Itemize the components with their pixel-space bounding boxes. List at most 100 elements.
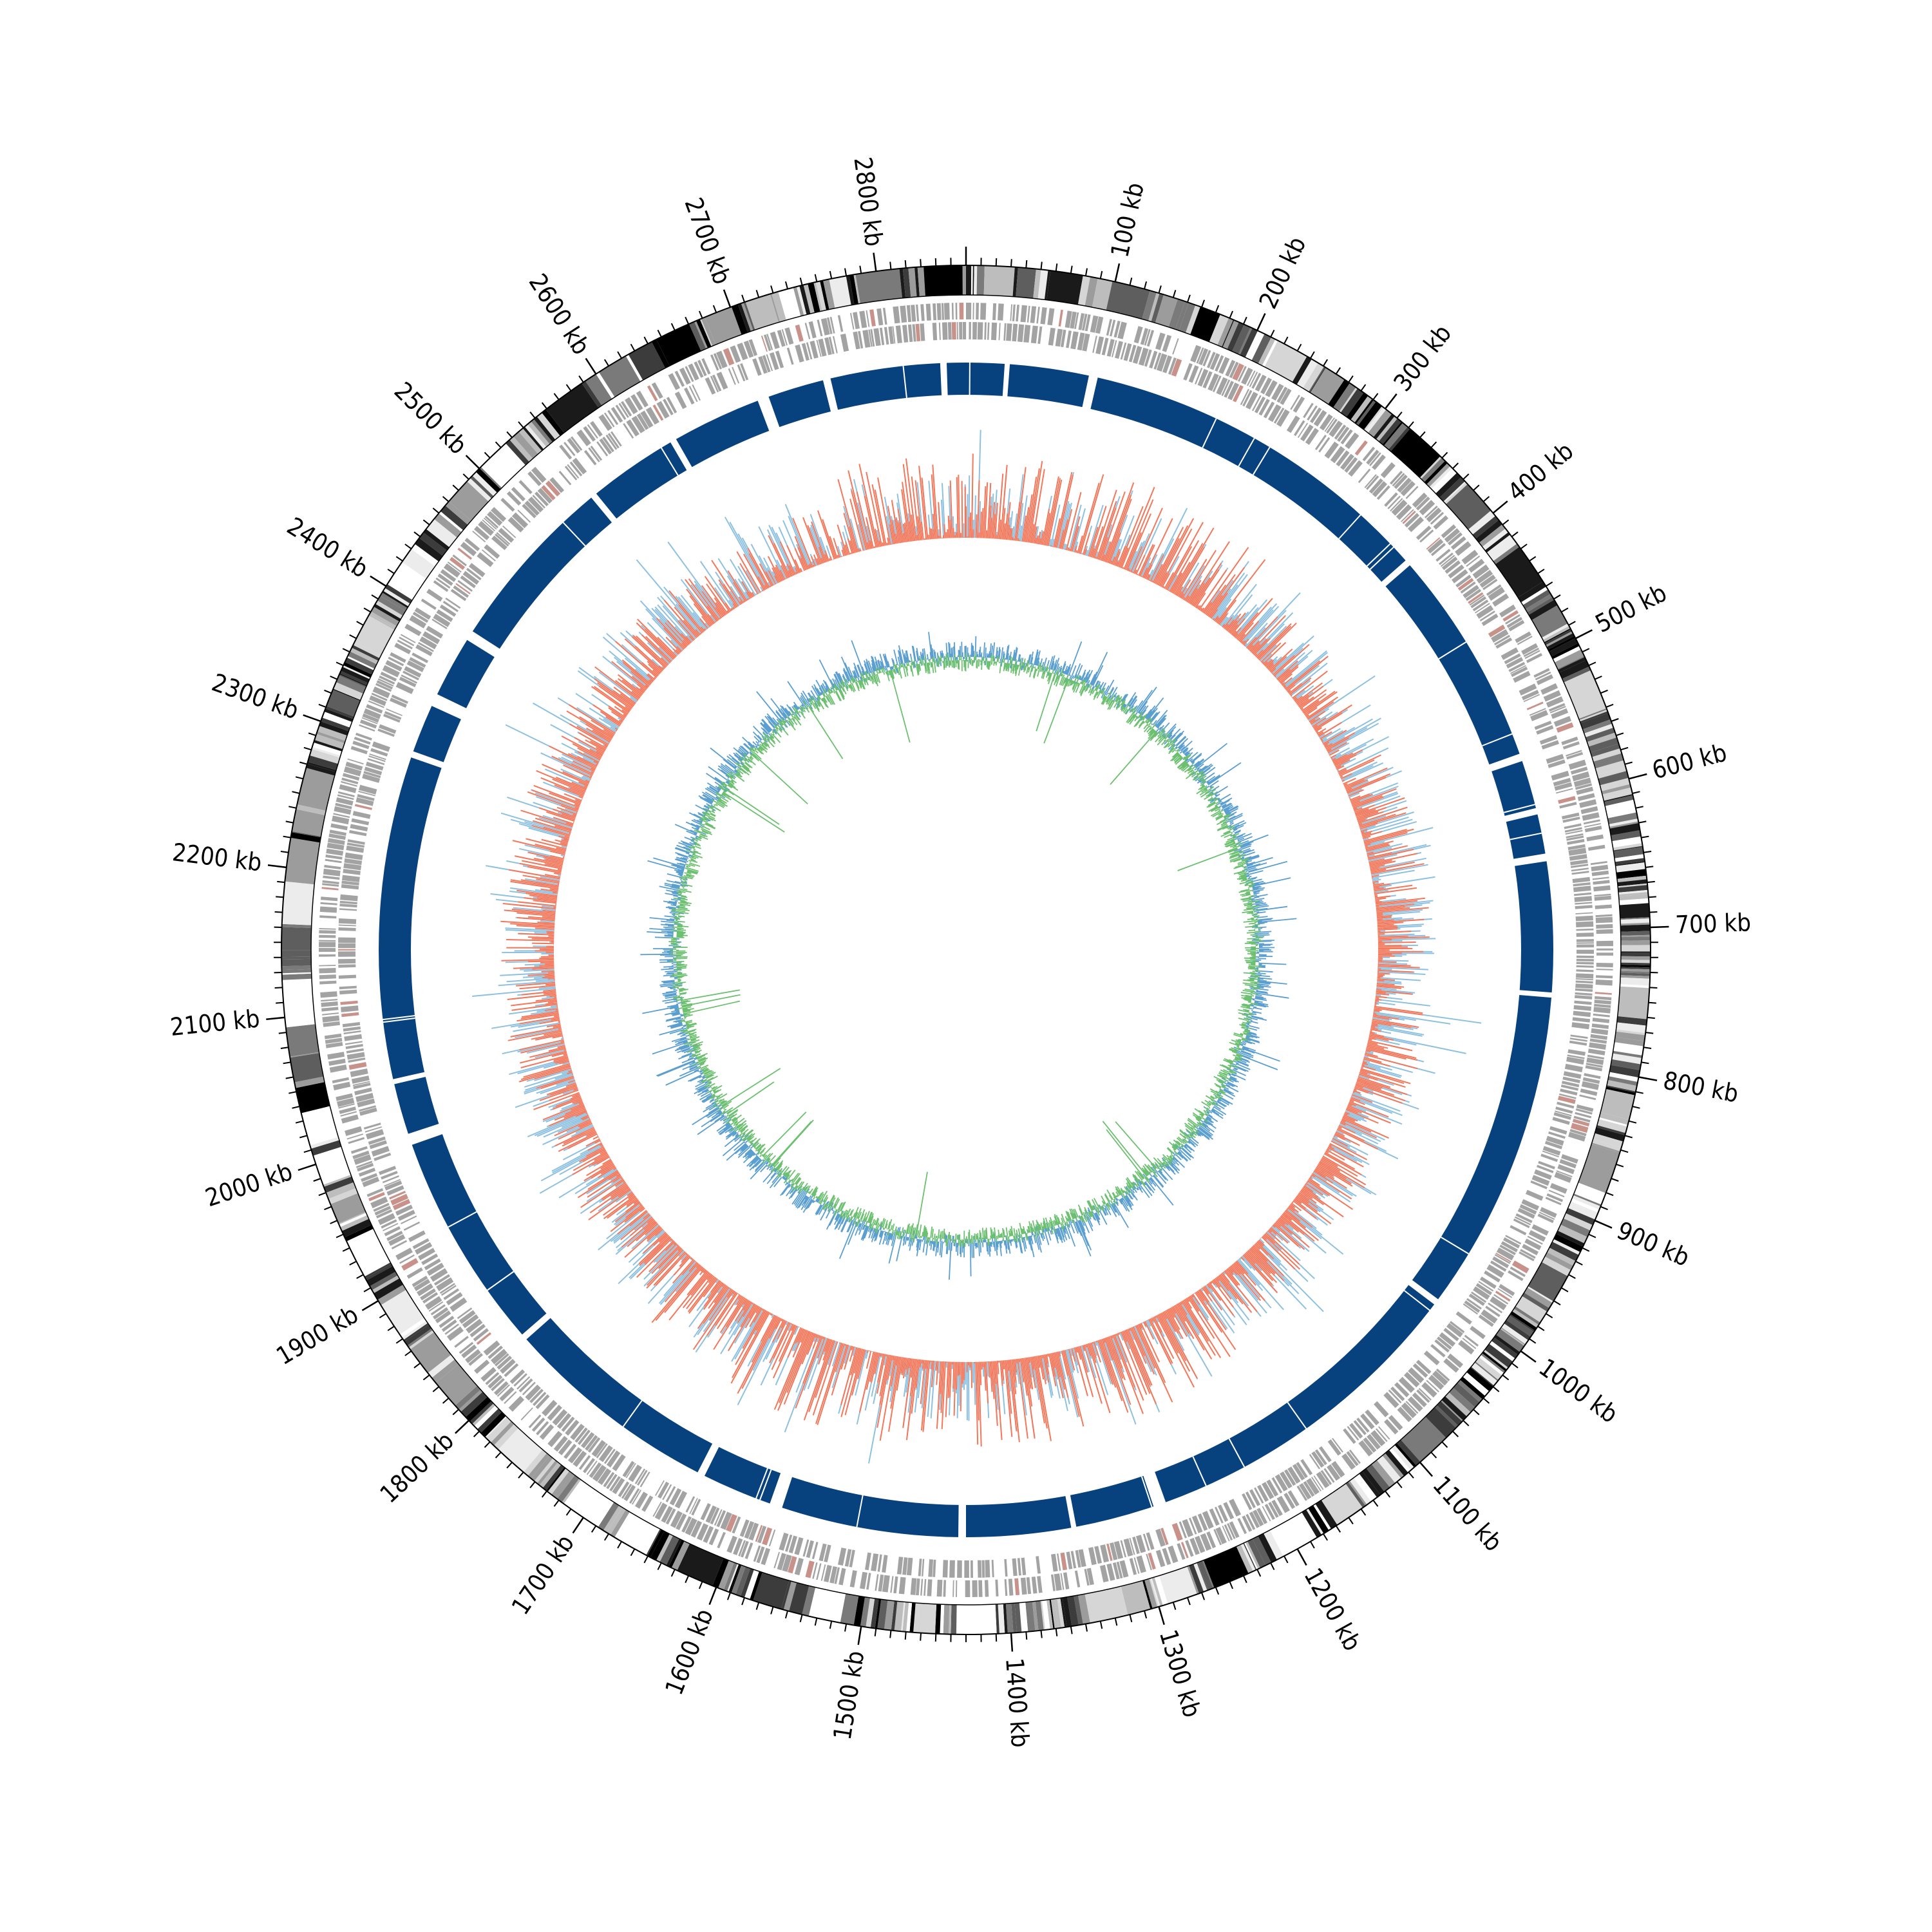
gene-feature	[1142, 1533, 1150, 1551]
cytoband	[1362, 1468, 1385, 1495]
gene-feature	[1586, 834, 1604, 842]
gene-feature	[1082, 314, 1088, 331]
minor-tick	[670, 323, 676, 331]
gene-feature	[1265, 380, 1278, 397]
gene-feature	[1048, 327, 1056, 346]
cytoband	[923, 265, 963, 296]
gene-feature	[1218, 357, 1230, 374]
gene-feature	[1117, 321, 1127, 339]
gene-feature	[326, 848, 344, 856]
gene-feature	[1120, 1540, 1126, 1558]
gene-feature	[1129, 1558, 1137, 1575]
coverage-block	[768, 380, 831, 428]
cytoband	[1003, 1604, 1008, 1634]
cytoband	[490, 1421, 515, 1446]
gene-feature	[567, 464, 580, 478]
gene-feature	[350, 1068, 368, 1077]
gene-feature	[578, 1430, 591, 1445]
gene-feature	[1327, 1439, 1341, 1456]
gene-feature	[517, 509, 531, 523]
gene-feature	[1449, 1321, 1465, 1334]
tick-label: 2600 kb	[524, 269, 596, 359]
minor-tick	[1537, 1325, 1545, 1331]
cytoband	[281, 969, 312, 974]
cytoband	[377, 1284, 406, 1305]
gene-feature	[700, 1503, 711, 1520]
gene-feature	[1579, 1094, 1596, 1101]
coverage-separator	[1367, 543, 1391, 567]
gene-feature	[1324, 441, 1339, 459]
cytoband	[829, 276, 851, 308]
gene-feature	[1595, 992, 1612, 995]
cytoband	[1340, 388, 1364, 417]
gene-feature	[1486, 1264, 1504, 1278]
gene-feature	[382, 1175, 399, 1184]
gene-feature	[511, 487, 526, 502]
gene-feature	[1594, 895, 1611, 901]
gene-feature	[1575, 988, 1593, 992]
gene-feature	[1596, 969, 1613, 971]
cytoband	[370, 1271, 398, 1291]
gene-feature	[1548, 759, 1566, 768]
gene-feature	[824, 337, 832, 355]
gene-feature	[1470, 596, 1487, 609]
cytoband	[694, 321, 708, 349]
cytoband	[1609, 819, 1639, 827]
minor-tick	[404, 544, 412, 549]
gene-feature	[1571, 867, 1589, 872]
cytoband	[1431, 468, 1457, 494]
cytoband	[1521, 586, 1548, 605]
gene-feature	[341, 1114, 359, 1124]
gene-feature	[590, 421, 603, 437]
cytoband	[750, 1571, 762, 1601]
gene-feature	[607, 433, 620, 449]
gene-feature	[748, 1522, 759, 1541]
gene-feature	[401, 674, 417, 684]
cytoband	[1600, 1089, 1635, 1120]
gene-feature	[343, 869, 361, 875]
gene-feature	[341, 1012, 359, 1018]
gene-feature	[1571, 1022, 1590, 1030]
minor-tick	[295, 776, 303, 780]
minor-tick	[1408, 1472, 1414, 1479]
gene-feature	[374, 1206, 392, 1216]
cytoband	[1475, 1357, 1502, 1380]
gene-feature	[705, 377, 716, 395]
gene-feature	[336, 797, 354, 806]
cytoband	[585, 374, 612, 406]
gene-feature	[927, 1579, 933, 1596]
gene-feature	[726, 1535, 737, 1553]
gene-feature	[972, 322, 978, 340]
gene-feature	[1132, 1537, 1140, 1555]
cytoband	[671, 1541, 690, 1571]
gene-feature	[984, 322, 987, 340]
minor-tick	[770, 285, 774, 294]
minor-tick	[318, 703, 327, 708]
minor-tick	[1492, 1386, 1500, 1392]
cytoband	[1296, 359, 1318, 388]
cytoband	[846, 275, 855, 305]
gene-feature	[1319, 413, 1333, 431]
gene-feature	[1023, 325, 1031, 343]
cytoband	[1548, 636, 1576, 652]
cytoband	[783, 289, 795, 319]
gene-feature	[436, 1277, 454, 1291]
cytoband	[1595, 1127, 1625, 1142]
gene-feature	[1524, 1238, 1542, 1251]
gene-feature	[1562, 1076, 1580, 1083]
tick-label: 2300 kb	[208, 668, 302, 724]
minor-tick	[814, 274, 818, 282]
gene-feature	[1245, 392, 1258, 410]
cytoband	[472, 1403, 496, 1426]
minor-tick	[283, 1061, 291, 1065]
gene-feature	[1245, 1492, 1256, 1508]
gene-feature	[1297, 422, 1309, 438]
gene-feature	[1363, 1437, 1377, 1453]
gene-feature	[1197, 1513, 1208, 1531]
minor-tick	[1201, 1592, 1206, 1600]
gene-feature	[1575, 992, 1593, 996]
gene-feature	[1539, 735, 1558, 745]
gene-feature	[1224, 381, 1234, 398]
minor-tick	[1473, 484, 1480, 491]
gene-feature	[625, 1463, 636, 1479]
